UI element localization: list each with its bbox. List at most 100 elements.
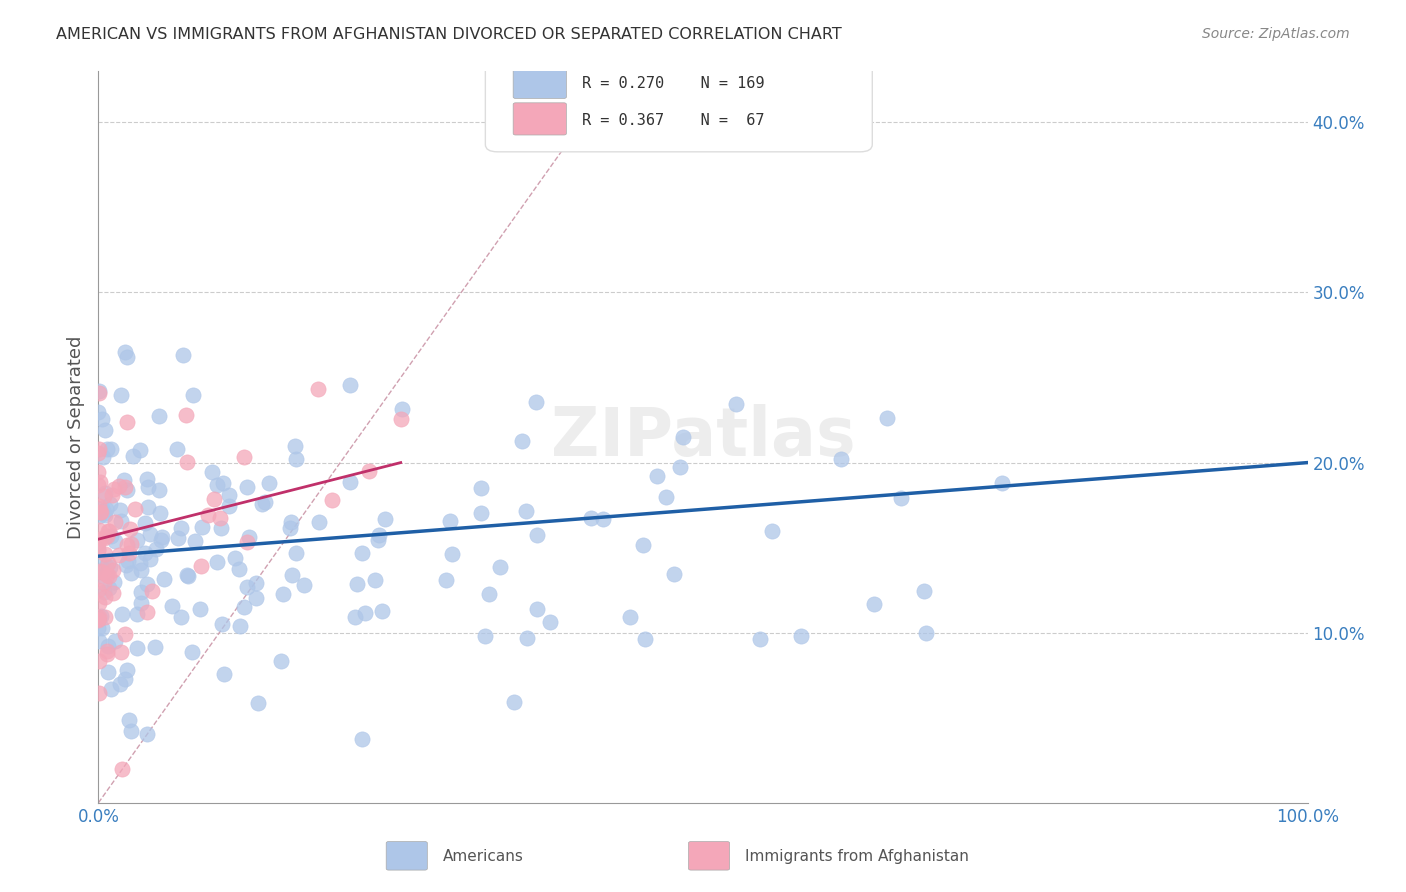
Point <box>153 572 176 586</box>
Point <box>176 455 198 469</box>
Point <box>98 559 121 574</box>
Point <box>114 672 136 686</box>
Point <box>915 626 938 640</box>
Point <box>374 512 396 526</box>
Point <box>166 442 188 457</box>
Point <box>94 591 117 605</box>
Point <box>90 558 112 572</box>
Point <box>353 606 375 620</box>
Point <box>228 561 250 575</box>
Point <box>117 350 139 364</box>
Point <box>890 491 912 505</box>
Point <box>96 442 118 457</box>
Point <box>87 477 110 491</box>
Point <box>96 647 118 661</box>
Point <box>115 663 138 677</box>
Point <box>292 578 315 592</box>
Point <box>307 382 329 396</box>
Point <box>271 587 294 601</box>
Point <box>129 585 152 599</box>
Point <box>181 388 204 402</box>
Point <box>359 464 381 478</box>
Point <box>87 466 110 480</box>
Point <box>89 475 111 489</box>
Point <box>724 397 747 411</box>
Point <box>90 505 112 519</box>
Point <box>364 573 387 587</box>
Point <box>87 633 110 648</box>
Point <box>224 550 246 565</box>
Point <box>97 556 120 570</box>
Point <box>148 483 170 497</box>
Text: Immigrants from Afghanistan: Immigrants from Afghanistan <box>745 848 969 863</box>
Point <box>134 546 156 560</box>
Point <box>89 686 111 700</box>
Text: R = 0.270    N = 169: R = 0.270 N = 169 <box>582 77 765 91</box>
Point <box>98 581 121 595</box>
Point <box>114 627 136 641</box>
Point <box>190 559 212 574</box>
Point <box>120 566 142 581</box>
Point <box>87 508 110 523</box>
Point <box>87 614 110 628</box>
Point <box>205 478 228 492</box>
Text: R = 0.367    N =  67: R = 0.367 N = 67 <box>582 113 765 128</box>
Point <box>112 473 135 487</box>
Point <box>87 536 110 550</box>
Point <box>152 530 174 544</box>
Point <box>93 489 115 503</box>
Point <box>93 575 115 590</box>
Point <box>87 523 110 537</box>
Point <box>470 481 492 495</box>
Point <box>115 415 138 429</box>
Point <box>209 521 232 535</box>
Point <box>245 591 267 605</box>
Text: Source: ZipAtlas.com: Source: ZipAtlas.com <box>1202 27 1350 41</box>
Point <box>136 500 159 515</box>
Point <box>118 522 141 536</box>
Point <box>97 665 120 679</box>
Point <box>87 621 110 635</box>
Point <box>592 512 614 526</box>
Point <box>114 480 136 494</box>
Point <box>830 452 852 467</box>
Point <box>110 607 132 621</box>
Point <box>127 607 149 622</box>
Point <box>139 552 162 566</box>
Point <box>87 654 110 668</box>
Point <box>118 546 141 560</box>
Point <box>489 559 512 574</box>
Point <box>212 667 235 681</box>
Point <box>350 546 373 560</box>
Point <box>211 617 233 632</box>
Point <box>197 508 219 523</box>
Point <box>278 520 301 534</box>
Point <box>135 727 157 741</box>
Point <box>761 524 783 538</box>
Point <box>150 533 173 547</box>
Point <box>129 563 152 577</box>
FancyBboxPatch shape <box>513 66 567 98</box>
Point <box>285 451 308 466</box>
Point <box>129 596 152 610</box>
Point <box>101 488 124 502</box>
Point <box>208 510 231 524</box>
Point <box>120 537 142 551</box>
Point <box>172 348 194 362</box>
Point <box>236 480 259 494</box>
Text: Americans: Americans <box>443 848 524 863</box>
Point <box>990 475 1012 490</box>
Point <box>129 556 152 570</box>
Point <box>93 532 115 546</box>
Point <box>439 514 461 528</box>
Point <box>110 514 132 528</box>
Point <box>201 465 224 479</box>
Point <box>96 502 118 516</box>
Point <box>510 434 533 448</box>
Point <box>136 605 159 619</box>
Point <box>470 506 492 520</box>
Point <box>526 528 548 542</box>
Point <box>174 409 197 423</box>
Point <box>184 534 207 549</box>
Point <box>117 483 139 497</box>
